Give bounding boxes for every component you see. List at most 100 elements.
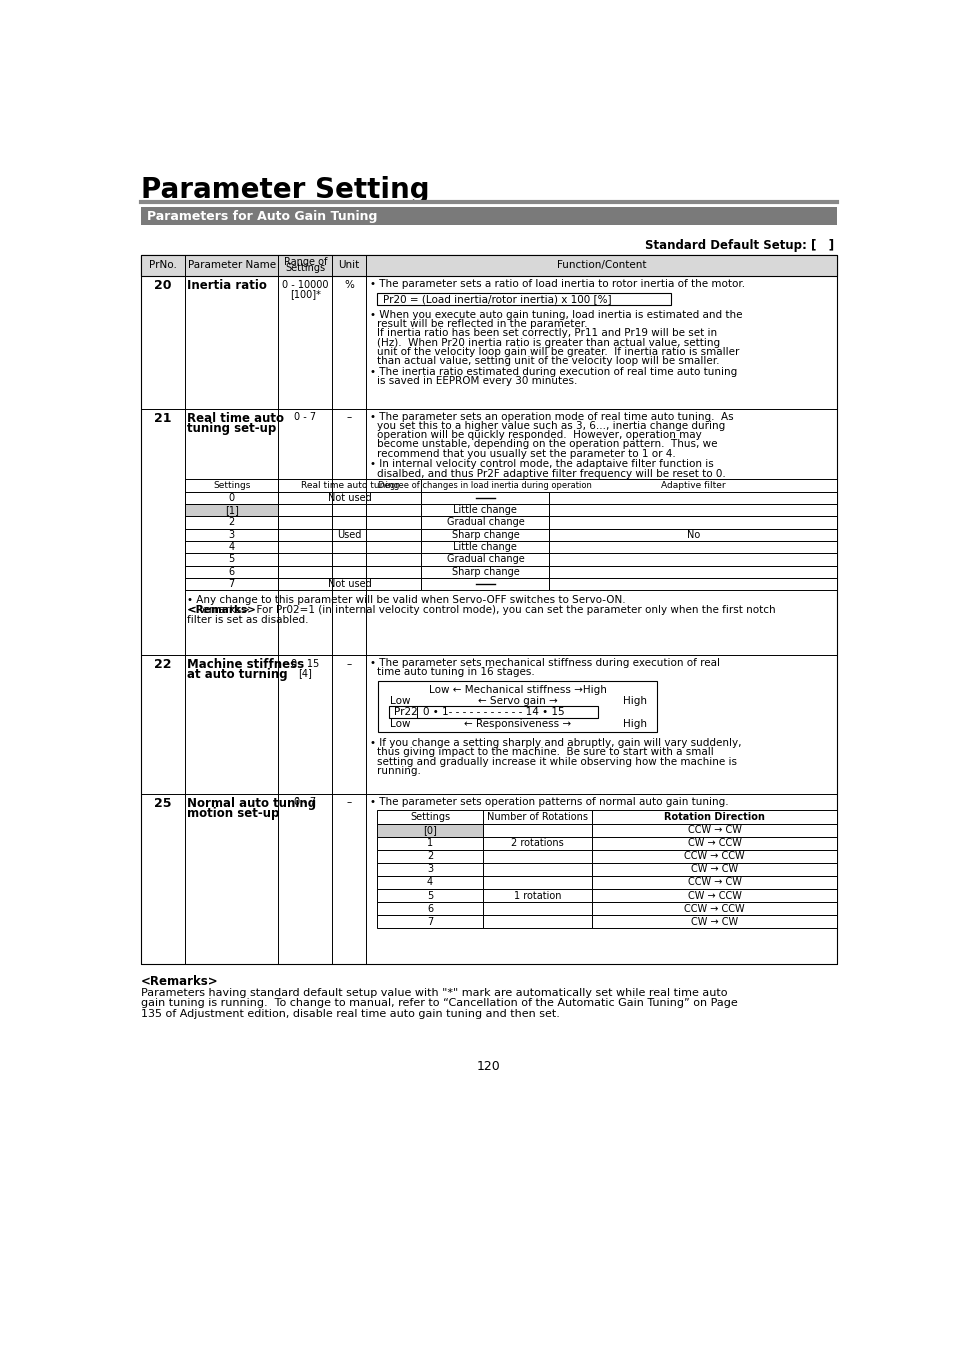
Text: Low: Low — [389, 696, 410, 707]
Text: running.: running. — [376, 766, 420, 775]
Text: [0]: [0] — [422, 825, 436, 835]
Text: Gradual change: Gradual change — [446, 554, 524, 565]
Text: CW → CCW: CW → CCW — [687, 890, 740, 901]
Text: 120: 120 — [476, 1061, 500, 1073]
Text: 5: 5 — [426, 890, 433, 901]
Bar — [549, 516, 836, 528]
Text: Not used: Not used — [328, 580, 372, 589]
Text: Unit: Unit — [338, 261, 359, 270]
Text: • The parameter sets an operation mode of real time auto tuning.  As: • The parameter sets an operation mode o… — [370, 412, 733, 422]
Bar — [278, 566, 421, 578]
Bar — [592, 863, 836, 875]
Bar — [549, 566, 836, 578]
Bar — [185, 540, 278, 554]
Bar — [483, 889, 592, 902]
Text: 20: 20 — [154, 280, 172, 292]
Bar — [376, 863, 483, 875]
Text: ← Responsiveness →: ← Responsiveness → — [463, 719, 571, 730]
Text: result will be reflected in the parameter.: result will be reflected in the paramete… — [376, 319, 586, 330]
Bar — [421, 554, 549, 566]
Bar — [376, 850, 483, 863]
Text: Inertia ratio: Inertia ratio — [187, 280, 267, 292]
Text: 4: 4 — [229, 542, 234, 553]
Text: 25: 25 — [154, 797, 172, 809]
Bar — [483, 875, 592, 889]
Bar — [278, 528, 421, 540]
Text: 0 - 15: 0 - 15 — [291, 659, 319, 669]
Text: become unstable, depending on the operation pattern.  Thus, we: become unstable, depending on the operat… — [376, 439, 717, 450]
Text: Gradual change: Gradual change — [446, 517, 524, 527]
Text: than actual value, setting unit of the velocity loop will be smaller.: than actual value, setting unit of the v… — [376, 357, 719, 366]
Bar — [141, 254, 836, 963]
Text: thus giving impact to the machine.  Be sure to start with a small: thus giving impact to the machine. Be su… — [376, 747, 713, 758]
Text: disalbed, and thus Pr2F adaptive filter frequency will be reset to 0.: disalbed, and thus Pr2F adaptive filter … — [376, 469, 724, 478]
Bar — [278, 578, 421, 590]
Text: Machine stiffness: Machine stiffness — [187, 658, 304, 671]
Bar — [278, 516, 421, 528]
Text: Little change: Little change — [453, 542, 517, 553]
Bar — [278, 540, 421, 554]
Text: –: – — [346, 659, 352, 669]
Text: CCW → CW: CCW → CW — [687, 877, 740, 888]
Text: Function/Content: Function/Content — [556, 261, 645, 270]
Bar — [421, 480, 549, 492]
Bar — [376, 889, 483, 902]
Text: Standard Default Setup: [   ]: Standard Default Setup: [ ] — [644, 239, 833, 253]
Text: • Any change to this parameter will be valid when Servo-OFF switches to Servo-ON: • Any change to this parameter will be v… — [187, 594, 625, 605]
Text: [1]: [1] — [225, 505, 238, 515]
Text: 0: 0 — [229, 493, 234, 503]
Text: setting and gradually increase it while observing how the machine is: setting and gradually increase it while … — [376, 757, 736, 766]
Text: 7: 7 — [229, 580, 234, 589]
Text: operation will be quickly responded.  However, operation may: operation will be quickly responded. How… — [376, 430, 700, 440]
Text: %: % — [344, 280, 354, 290]
Text: Sharp change: Sharp change — [451, 530, 518, 540]
Bar — [185, 516, 278, 528]
Text: ← Servo gain →: ← Servo gain → — [477, 696, 557, 707]
Bar — [376, 811, 483, 824]
Text: CW → CW: CW → CW — [690, 917, 738, 927]
Text: 135 of Adjustment edition, disable real time auto gain tuning and then set.: 135 of Adjustment edition, disable real … — [141, 1009, 559, 1019]
Text: is saved in EEPROM every 30 minutes.: is saved in EEPROM every 30 minutes. — [376, 376, 577, 386]
Text: time auto tuning in 16 stages.: time auto tuning in 16 stages. — [376, 667, 534, 677]
Bar — [592, 850, 836, 863]
Text: [4]: [4] — [298, 667, 312, 678]
Text: 2: 2 — [426, 851, 433, 862]
Text: recommend that you usually set the parameter to 1 or 4.: recommend that you usually set the param… — [376, 449, 675, 458]
Text: 2: 2 — [229, 517, 234, 527]
Bar — [592, 811, 836, 824]
Bar — [592, 889, 836, 902]
Bar — [592, 824, 836, 836]
Text: 22: 22 — [154, 658, 172, 671]
Text: tuning set-up: tuning set-up — [187, 422, 276, 435]
Text: PrNo.: PrNo. — [149, 261, 177, 270]
Text: Rotation Direction: Rotation Direction — [663, 812, 764, 821]
Text: –: – — [346, 412, 352, 423]
Bar — [421, 578, 549, 590]
Text: Parameter Setting: Parameter Setting — [141, 176, 429, 204]
Text: Sharp change: Sharp change — [451, 567, 518, 577]
Bar — [376, 875, 483, 889]
Text: Real time auto tuning: Real time auto tuning — [300, 481, 398, 490]
Bar — [389, 705, 598, 719]
Bar — [549, 480, 615, 492]
Text: CCW → CCW: CCW → CCW — [683, 904, 744, 913]
Text: Number of Rotations: Number of Rotations — [487, 812, 588, 821]
Bar — [185, 578, 278, 590]
Text: 0 - 7: 0 - 7 — [294, 797, 316, 808]
Bar — [376, 902, 483, 915]
Text: at auto turning: at auto turning — [187, 667, 288, 681]
Bar — [592, 875, 836, 889]
Bar — [185, 554, 278, 566]
Bar — [278, 492, 421, 504]
Text: 6: 6 — [427, 904, 433, 913]
Bar — [483, 824, 592, 836]
Bar — [549, 554, 836, 566]
Text: Pr22: Pr22 — [394, 707, 416, 717]
Bar — [421, 566, 549, 578]
Text: Settings: Settings — [285, 263, 325, 273]
Bar — [592, 902, 836, 915]
Bar — [549, 504, 836, 516]
Bar — [278, 504, 421, 516]
Text: <Remarks>: <Remarks> — [187, 605, 256, 615]
Text: 0 - 10000: 0 - 10000 — [282, 280, 328, 290]
